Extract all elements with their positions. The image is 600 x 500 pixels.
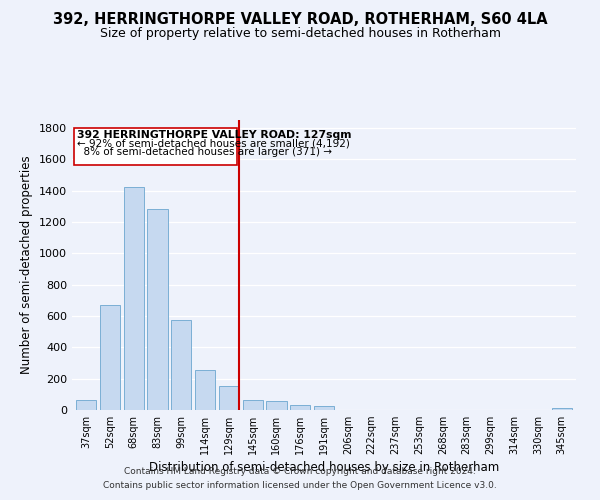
Y-axis label: Number of semi-detached properties: Number of semi-detached properties bbox=[20, 156, 34, 374]
X-axis label: Distribution of semi-detached houses by size in Rotherham: Distribution of semi-detached houses by … bbox=[149, 462, 499, 474]
Bar bbox=[195, 370, 215, 410]
Bar bbox=[266, 400, 287, 410]
Text: ← 92% of semi-detached houses are smaller (4,192): ← 92% of semi-detached houses are smalle… bbox=[77, 139, 350, 149]
Bar bbox=[219, 386, 239, 410]
FancyBboxPatch shape bbox=[74, 128, 237, 166]
Text: 8% of semi-detached houses are larger (371) →: 8% of semi-detached houses are larger (3… bbox=[77, 148, 332, 158]
Bar bbox=[171, 320, 191, 410]
Bar bbox=[76, 400, 97, 410]
Text: 392 HERRINGTHORPE VALLEY ROAD: 127sqm: 392 HERRINGTHORPE VALLEY ROAD: 127sqm bbox=[77, 130, 352, 140]
Bar bbox=[124, 188, 144, 410]
Text: Size of property relative to semi-detached houses in Rotherham: Size of property relative to semi-detach… bbox=[100, 28, 500, 40]
Bar bbox=[242, 400, 263, 410]
Bar bbox=[290, 406, 310, 410]
Bar bbox=[314, 406, 334, 410]
Text: Contains HM Land Registry data © Crown copyright and database right 2024.: Contains HM Land Registry data © Crown c… bbox=[124, 467, 476, 476]
Text: 392, HERRINGTHORPE VALLEY ROAD, ROTHERHAM, S60 4LA: 392, HERRINGTHORPE VALLEY ROAD, ROTHERHA… bbox=[53, 12, 547, 28]
Bar bbox=[148, 210, 167, 410]
Text: Contains public sector information licensed under the Open Government Licence v3: Contains public sector information licen… bbox=[103, 481, 497, 490]
Bar bbox=[551, 408, 572, 410]
Bar bbox=[100, 305, 120, 410]
